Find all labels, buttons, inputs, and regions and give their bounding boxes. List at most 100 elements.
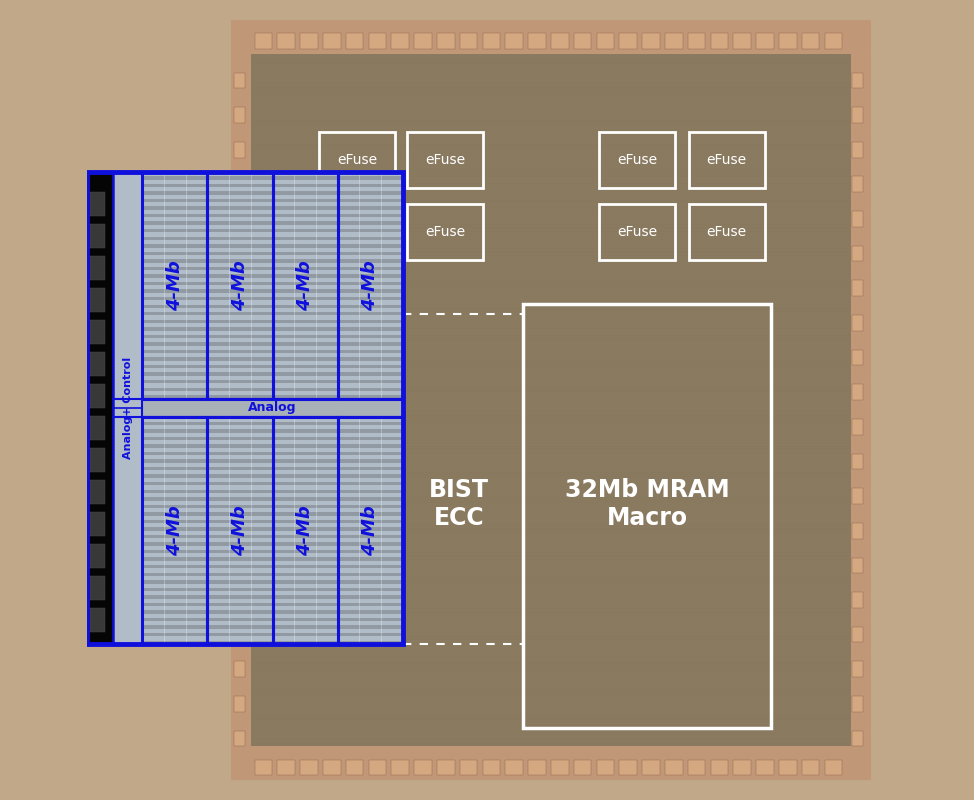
Bar: [300, 759, 318, 775]
Bar: [273, 610, 338, 614]
Bar: [207, 444, 273, 448]
Bar: [273, 626, 338, 629]
Bar: [207, 497, 273, 501]
Bar: [207, 588, 273, 591]
Text: 4-Mb: 4-Mb: [231, 506, 249, 556]
Bar: [142, 444, 207, 448]
Bar: [91, 448, 104, 472]
Bar: [207, 422, 273, 425]
Bar: [142, 603, 207, 606]
Bar: [207, 474, 273, 478]
Bar: [688, 759, 705, 775]
Bar: [460, 759, 477, 775]
Bar: [273, 387, 338, 391]
Bar: [142, 252, 207, 255]
Bar: [338, 320, 403, 323]
Bar: [207, 380, 273, 383]
Bar: [273, 490, 338, 493]
Bar: [338, 214, 403, 218]
Bar: [207, 244, 273, 247]
Bar: [142, 312, 207, 315]
Bar: [234, 696, 244, 712]
Bar: [278, 759, 295, 775]
Text: eFuse: eFuse: [337, 153, 377, 167]
Bar: [207, 320, 273, 323]
Bar: [273, 380, 338, 383]
Bar: [338, 282, 403, 286]
Bar: [142, 437, 207, 440]
Bar: [273, 603, 338, 606]
Bar: [414, 33, 431, 49]
Bar: [142, 274, 207, 278]
Bar: [273, 633, 338, 637]
Bar: [142, 467, 207, 470]
Bar: [338, 198, 403, 202]
Bar: [437, 759, 455, 775]
Bar: [273, 527, 338, 530]
Bar: [142, 214, 207, 218]
Bar: [368, 759, 386, 775]
Bar: [338, 387, 403, 391]
Bar: [852, 696, 863, 712]
Bar: [207, 626, 273, 629]
Bar: [852, 73, 863, 88]
Bar: [273, 474, 338, 478]
Bar: [207, 452, 273, 455]
Bar: [142, 237, 207, 240]
Bar: [142, 380, 207, 383]
Bar: [91, 480, 104, 504]
Bar: [338, 184, 403, 187]
Bar: [338, 633, 403, 637]
Text: 4-Mb: 4-Mb: [361, 260, 380, 310]
Bar: [273, 542, 338, 546]
Bar: [142, 191, 207, 194]
Bar: [338, 618, 403, 622]
Bar: [207, 327, 273, 330]
Bar: [273, 365, 338, 368]
Bar: [142, 266, 207, 270]
Bar: [234, 558, 244, 573]
Bar: [338, 252, 403, 255]
Bar: [142, 422, 207, 425]
Bar: [273, 497, 338, 501]
Bar: [207, 459, 273, 462]
Bar: [207, 429, 273, 433]
Bar: [142, 334, 207, 338]
Bar: [91, 416, 104, 440]
Bar: [142, 198, 207, 202]
Bar: [852, 558, 863, 573]
Bar: [642, 759, 659, 775]
Bar: [207, 172, 273, 398]
Bar: [733, 759, 751, 775]
Bar: [689, 204, 765, 260]
Bar: [338, 373, 403, 376]
Bar: [142, 358, 207, 361]
Bar: [273, 191, 338, 194]
Bar: [273, 535, 338, 538]
Bar: [207, 565, 273, 569]
Bar: [338, 535, 403, 538]
Bar: [273, 520, 338, 523]
Bar: [338, 222, 403, 225]
Text: eFuse: eFuse: [706, 153, 747, 167]
Bar: [338, 512, 403, 516]
Bar: [207, 418, 273, 644]
Bar: [852, 384, 863, 400]
Bar: [852, 627, 863, 642]
Bar: [207, 237, 273, 240]
Bar: [273, 206, 338, 210]
Bar: [207, 350, 273, 354]
Bar: [273, 342, 338, 346]
Bar: [142, 618, 207, 622]
Bar: [338, 595, 403, 598]
Bar: [689, 132, 765, 188]
Bar: [273, 259, 338, 262]
Bar: [273, 395, 338, 398]
Bar: [207, 184, 273, 187]
Bar: [619, 759, 637, 775]
Bar: [142, 282, 207, 286]
Bar: [506, 33, 523, 49]
Text: eFuse: eFuse: [617, 225, 657, 239]
Bar: [392, 33, 409, 49]
Bar: [207, 573, 273, 576]
